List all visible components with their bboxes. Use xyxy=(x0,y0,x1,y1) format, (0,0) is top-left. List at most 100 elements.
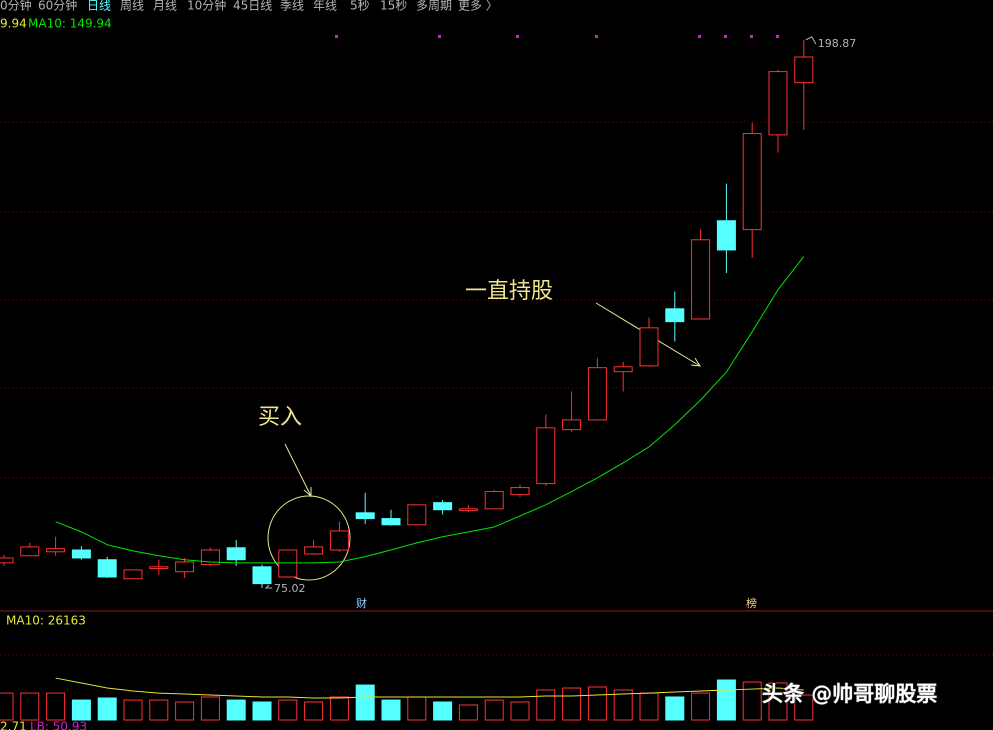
marker: 财 xyxy=(356,596,367,610)
candle-body xyxy=(510,487,530,496)
toolbar-tab: 60分钟 xyxy=(38,0,77,13)
volume-bar xyxy=(536,689,556,721)
event-dot xyxy=(750,35,753,38)
event-dot xyxy=(724,35,727,38)
volume-bar xyxy=(278,699,298,721)
candle-body xyxy=(691,239,711,320)
candle-body xyxy=(639,327,659,367)
candle-body xyxy=(123,569,143,580)
event-dot xyxy=(335,35,338,38)
volume-bar xyxy=(716,679,736,721)
volume-bar xyxy=(97,697,117,721)
toolbar-tab: 45日线 xyxy=(233,0,272,13)
candle-body xyxy=(20,546,40,557)
volume-bar xyxy=(613,689,633,721)
candle-body xyxy=(71,549,91,559)
volume-bar xyxy=(407,696,427,721)
candle-body xyxy=(329,530,349,551)
toolbar-tab: 10分钟 xyxy=(187,0,226,13)
volume-bar xyxy=(46,692,66,721)
candle-body xyxy=(484,491,504,510)
candle-body xyxy=(742,133,762,231)
candle-body xyxy=(0,557,14,564)
volume-bar xyxy=(355,684,375,721)
candle-body xyxy=(613,366,633,373)
event-dot xyxy=(698,35,701,38)
annotation: 买入 xyxy=(258,405,302,430)
candle-body xyxy=(46,548,66,553)
volume-bar xyxy=(458,704,478,721)
candle-body xyxy=(97,559,117,578)
volume-bar xyxy=(200,696,220,721)
candle-body xyxy=(355,512,375,520)
volume-bar xyxy=(510,701,530,721)
toolbar-tab: 年线 xyxy=(313,0,337,13)
event-dot xyxy=(516,35,519,38)
toolbar-tab: 月线 xyxy=(153,0,177,13)
ma-label: MA10: 149.94 xyxy=(28,17,112,31)
price-prefix: 9.94 xyxy=(0,17,27,31)
high-label: 198.87 xyxy=(818,37,857,50)
high-leader xyxy=(805,36,817,45)
volume-bar xyxy=(20,692,40,721)
volume-bar xyxy=(562,687,582,721)
volume-bar xyxy=(691,692,711,721)
event-dot xyxy=(438,35,441,38)
volume-ma-line xyxy=(55,677,804,699)
arrow xyxy=(284,443,312,497)
candle-body xyxy=(665,308,685,323)
candle-body xyxy=(768,71,788,136)
low-label: 75.02 xyxy=(274,582,306,595)
arrow-head xyxy=(303,487,312,498)
volume-bar xyxy=(665,696,685,721)
volume-bar xyxy=(252,701,272,721)
volume-ma-label: MA10: 26163 xyxy=(6,614,86,628)
arrow-head xyxy=(690,357,701,367)
volume-bar xyxy=(123,699,143,721)
candle-body xyxy=(149,566,169,570)
volume-bar xyxy=(149,699,169,721)
volume-bar xyxy=(433,701,453,721)
volume-bar xyxy=(742,681,762,721)
marker: 榜 xyxy=(746,596,757,610)
volume-bar xyxy=(329,696,349,721)
candle-body xyxy=(562,419,582,431)
annotation: 一直持股 xyxy=(465,279,553,304)
low-leader xyxy=(264,584,272,589)
volume-bar xyxy=(175,701,195,721)
toolbar-tab: 更多 〉 xyxy=(458,0,498,13)
toolbar-tab: 15秒 xyxy=(380,0,407,13)
candle-body xyxy=(794,56,814,84)
volume-bar xyxy=(71,699,91,721)
watermark: 头条 @帅哥聊股票 xyxy=(762,682,937,706)
candle-body xyxy=(587,367,607,421)
volume-bar xyxy=(794,694,814,721)
ma-line xyxy=(55,256,805,564)
toolbar-tab: 多周期 xyxy=(416,0,452,13)
volume-bar xyxy=(484,699,504,721)
candle-body xyxy=(226,547,246,561)
toolbar-tab: 5秒 xyxy=(350,0,370,13)
volume-bar xyxy=(0,692,14,721)
candle-body xyxy=(304,546,324,555)
candle-body xyxy=(433,502,453,511)
event-dot xyxy=(776,35,779,38)
candle-body xyxy=(458,508,478,512)
toolbar-tab: 周线 xyxy=(120,0,144,13)
candle-body xyxy=(252,566,272,585)
candle-body xyxy=(175,561,195,573)
toolbar-tab: 0分钟 xyxy=(0,0,32,13)
footer: LB: 50.93 xyxy=(30,720,87,730)
footer: 2.71 xyxy=(0,720,27,730)
candle-body xyxy=(278,549,298,578)
candle-body xyxy=(536,427,556,485)
volume-bar xyxy=(226,699,246,721)
candle-body xyxy=(407,504,427,526)
volume-bar xyxy=(304,701,324,721)
volume-bar xyxy=(639,692,659,721)
toolbar-tab: 日线 xyxy=(87,0,111,13)
event-dots xyxy=(335,35,779,38)
candle-body xyxy=(200,549,220,566)
